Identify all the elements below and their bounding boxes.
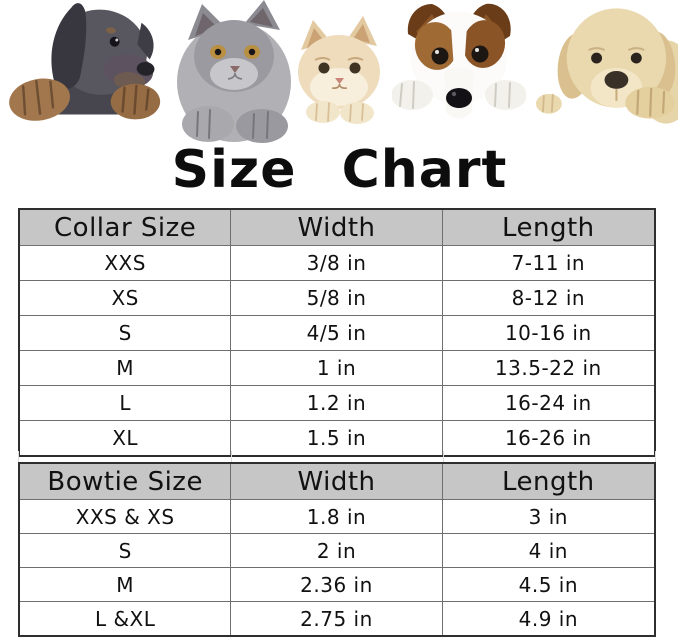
table-cell: XL (20, 421, 232, 455)
table-cell: S (20, 534, 232, 568)
page-title: Size Chart (171, 140, 508, 200)
table-cell: 4 in (442, 534, 654, 568)
gap-guide-line (443, 451, 444, 462)
gray-fluffy-kitten-image (177, 0, 291, 143)
collar-table-header-length: Length (442, 210, 654, 246)
table-cell: 8-12 in (442, 281, 654, 316)
cream-persian-kitten-image (298, 16, 380, 124)
table-cell: XXS (20, 246, 232, 281)
table-cell: 4/5 in (231, 316, 443, 351)
animal-photo-strip (0, 0, 679, 143)
table-cell: 2 in (231, 534, 443, 568)
table-cell: 3 in (442, 500, 654, 534)
table-cell: 10-16 in (442, 316, 654, 351)
gap-guide-line (18, 451, 19, 462)
jack-russell-puppy-image (392, 3, 526, 119)
table-cell: XS (20, 281, 232, 316)
table-cell: M (20, 568, 232, 602)
table-cell: L &XL (20, 602, 232, 635)
table-cell: 7-11 in (442, 246, 654, 281)
table-cell: 4.5 in (442, 568, 654, 602)
table-cell: 1.5 in (231, 421, 443, 455)
table-cell: 13.5-22 in (442, 351, 654, 386)
table-cell: 1.8 in (231, 500, 443, 534)
table-cell: 2.75 in (231, 602, 443, 635)
collar-size-table: Collar Size Width Length XXS 3/8 in 7-11… (18, 208, 656, 457)
table-cell: 1 in (231, 351, 443, 386)
table-cell: 3/8 in (231, 246, 443, 281)
table-cell: XXS & XS (20, 500, 232, 534)
table-gap-guides (18, 451, 656, 462)
bowtie-table-header-length: Length (442, 464, 654, 500)
table-cell: 1.2 in (231, 386, 443, 421)
yellow-labrador-puppy-image (535, 8, 678, 124)
gap-guide-line (231, 451, 232, 462)
table-cell: 16-26 in (504, 426, 592, 450)
collar-table-header-size: Collar Size (20, 210, 232, 246)
table-cell: M (20, 351, 232, 386)
bowtie-table-header-width: Width (231, 464, 443, 500)
table-cell: 16-24 in (442, 386, 654, 421)
bowtie-table-header-size: Bowtie Size (20, 464, 232, 500)
collar-table-header-width: Width (231, 210, 443, 246)
bowtie-size-table: Bowtie Size Width Length XXS & XS 1.8 in… (18, 462, 656, 637)
table-cell: S (20, 316, 232, 351)
table-cell: 2.36 in (231, 568, 443, 602)
table-cell: 4.9 in (518, 606, 579, 631)
gray-doberman-puppy-image (9, 3, 161, 121)
table-cell: L (20, 386, 232, 421)
table-cell: 5/8 in (231, 281, 443, 316)
gap-guide-line (655, 451, 656, 462)
